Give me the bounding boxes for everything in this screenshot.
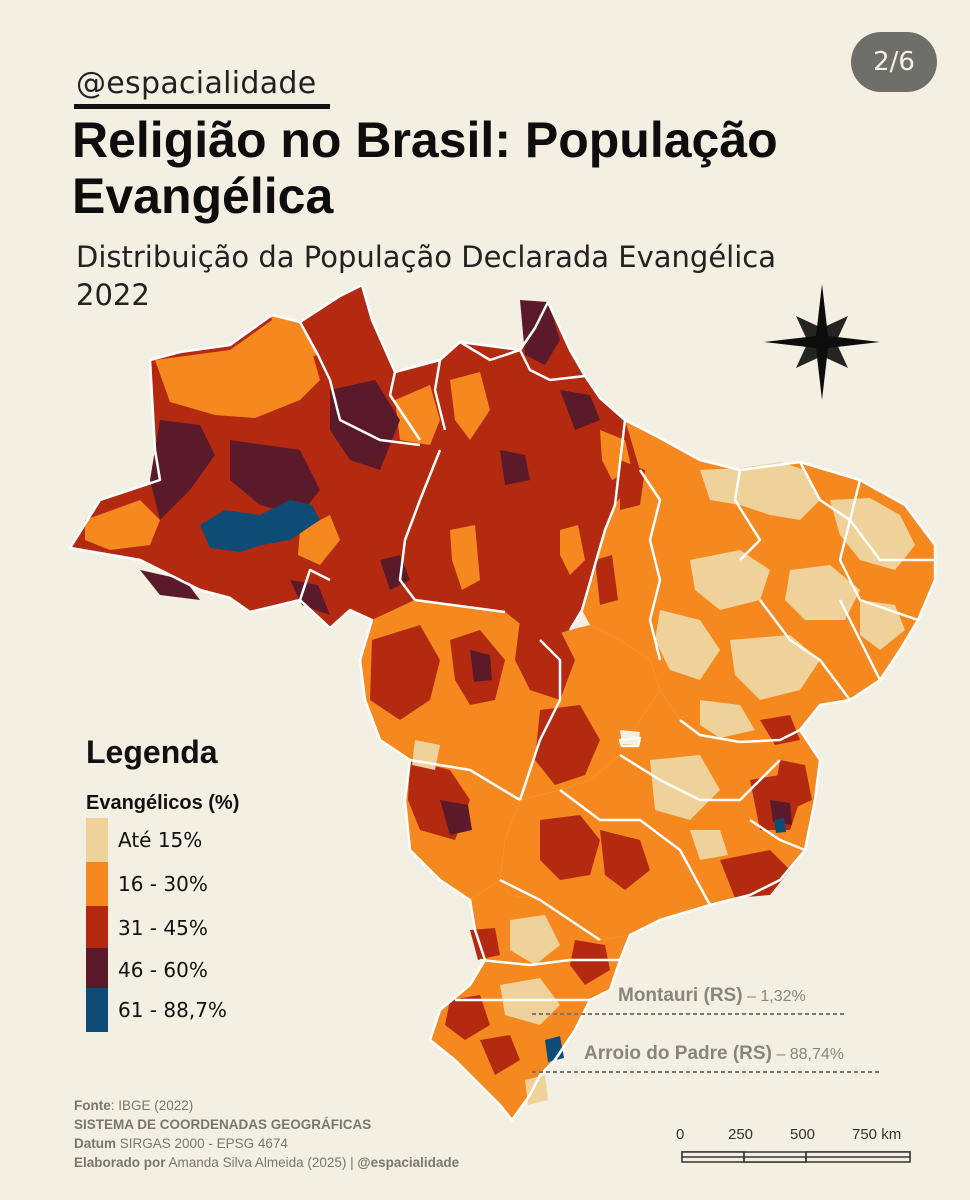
legend-item: 46 - 60% bbox=[86, 948, 208, 992]
handle: @espacialidade bbox=[76, 66, 317, 101]
legend-item: 31 - 45% bbox=[86, 906, 208, 950]
legend-swatch bbox=[86, 818, 108, 862]
state-borders bbox=[68, 283, 937, 1122]
legend-label: Até 15% bbox=[118, 828, 203, 852]
annotation-place: Arroio do Padre (RS) bbox=[584, 1043, 772, 1064]
legend-swatch bbox=[86, 862, 108, 906]
legend-swatch bbox=[86, 948, 108, 992]
subtitle: Distribuição da População Declarada Evan… bbox=[76, 238, 896, 314]
page-title: Religião no Brasil: População Evangélica bbox=[72, 112, 778, 224]
datum-line: Datum SIRGAS 2000 - EPSG 4674 bbox=[74, 1136, 288, 1151]
legend-subtitle: Evangélicos (%) bbox=[86, 792, 240, 814]
scale-tick-250: 250 bbox=[728, 1126, 754, 1143]
scale-bar bbox=[681, 1151, 911, 1163]
subtitle-line1: Distribuição da População Declarada Evan… bbox=[76, 240, 777, 274]
scale-tick-750: 750 km bbox=[852, 1126, 902, 1143]
source-line: Fonte: IBGE (2022) bbox=[74, 1098, 194, 1113]
region-highest-class bbox=[200, 500, 320, 552]
scale-tick-0: 0 bbox=[676, 1126, 685, 1143]
page-indicator-badge[interactable]: 2/6 bbox=[851, 32, 937, 92]
footer-credits: Fonte: IBGE (2022) SISTEMA DE COORDENADA… bbox=[74, 1096, 459, 1172]
handle-underline bbox=[74, 104, 330, 109]
compass-star-icon bbox=[764, 284, 880, 400]
legend-label: 61 - 88,7% bbox=[118, 998, 227, 1022]
legend-title: Legenda bbox=[86, 734, 218, 770]
legend-swatch bbox=[86, 988, 108, 1032]
annotation-montauri: Montauri (RS) – 1,32% bbox=[618, 985, 806, 1007]
legend-label: 31 - 45% bbox=[118, 916, 208, 940]
annotation-value: – 88,74% bbox=[776, 1046, 844, 1063]
legend-item: Até 15% bbox=[86, 818, 202, 862]
annotation-arroio: Arroio do Padre (RS) – 88,74% bbox=[584, 1043, 844, 1065]
legend-item: 16 - 30% bbox=[86, 862, 208, 906]
legend-item: 61 - 88,7% bbox=[86, 988, 227, 1032]
crs-line: SISTEMA DE COORDENADAS GEOGRÁFICAS bbox=[74, 1117, 372, 1132]
author-line: Elaborado por Amanda Silva Almeida (2025… bbox=[74, 1155, 460, 1170]
legend-label: 46 - 60% bbox=[118, 958, 208, 982]
scale-tick-500: 500 bbox=[790, 1126, 816, 1143]
annotation-place: Montauri (RS) bbox=[618, 985, 743, 1006]
legend-swatch bbox=[86, 906, 108, 950]
subtitle-year: 2022 bbox=[76, 278, 150, 312]
annotation-value: – 1,32% bbox=[747, 988, 806, 1005]
legend-label: 16 - 30% bbox=[118, 872, 208, 896]
